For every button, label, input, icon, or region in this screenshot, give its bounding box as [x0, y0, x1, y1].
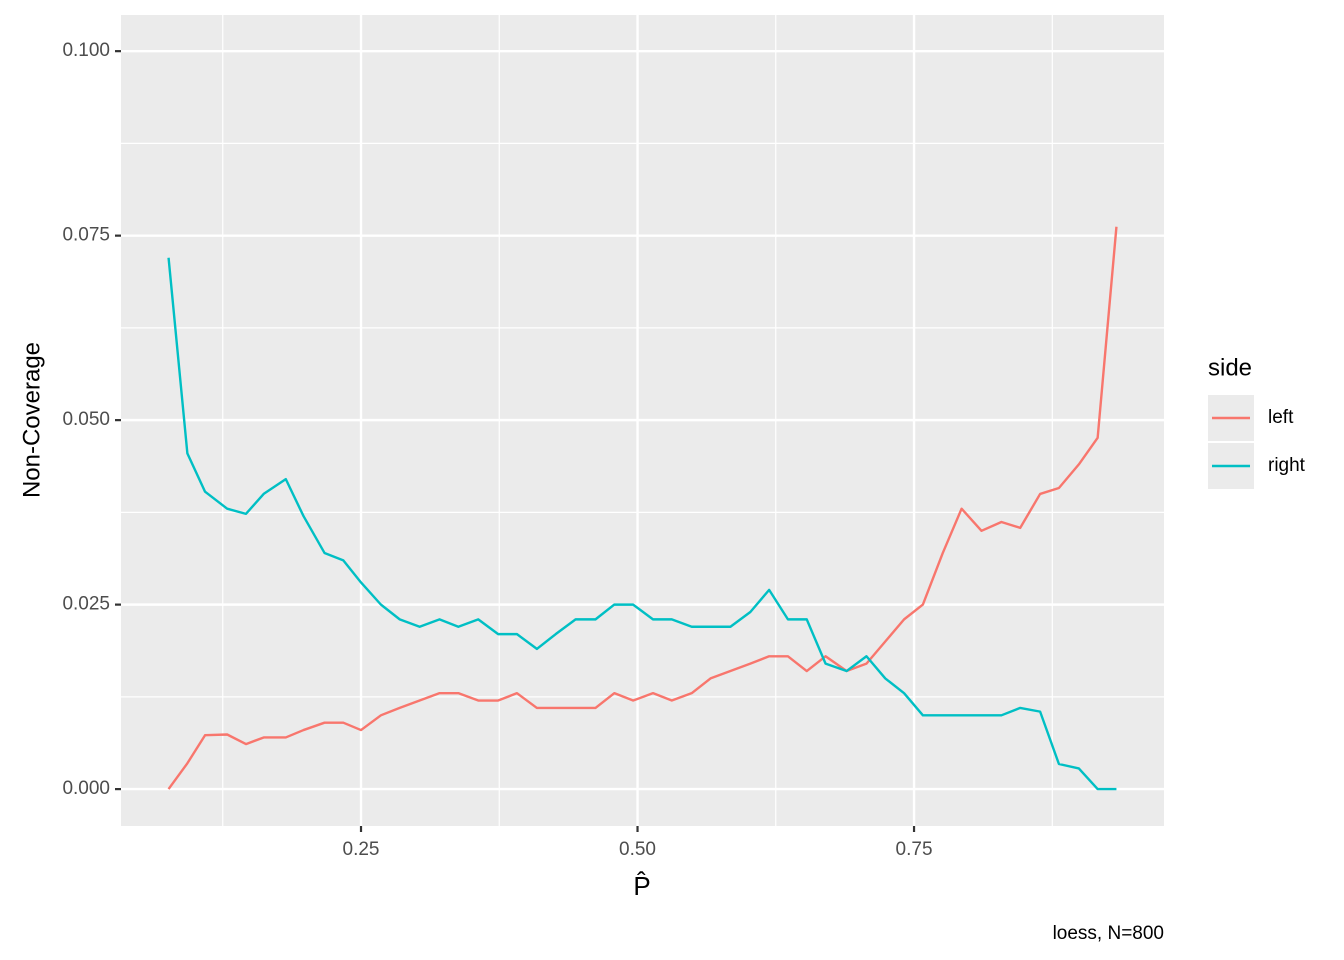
y-tick-label: 0.050: [62, 409, 110, 430]
y-tick-label: 0.075: [62, 225, 110, 246]
marks: [167, 226, 1118, 791]
caption: loess, N=800: [1053, 923, 1164, 944]
data-line: [167, 257, 1117, 791]
legend-label: left: [1268, 407, 1294, 428]
y-tick-label: 0.000: [62, 778, 110, 799]
legend-label: right: [1268, 455, 1306, 476]
x-tick-label: 0.50: [619, 839, 656, 860]
y-tick-label: 0.100: [62, 40, 110, 61]
legend-title: side: [1208, 354, 1252, 381]
y-tick-label: 0.025: [62, 594, 110, 615]
y-axis-title: Non-Coverage: [18, 342, 45, 498]
x-tick-label: 0.25: [343, 839, 380, 860]
data-line: [167, 226, 1118, 790]
grid: [121, 15, 1164, 826]
x-axis-title: P̂: [633, 871, 650, 901]
x-tick-label: 0.75: [896, 839, 933, 860]
